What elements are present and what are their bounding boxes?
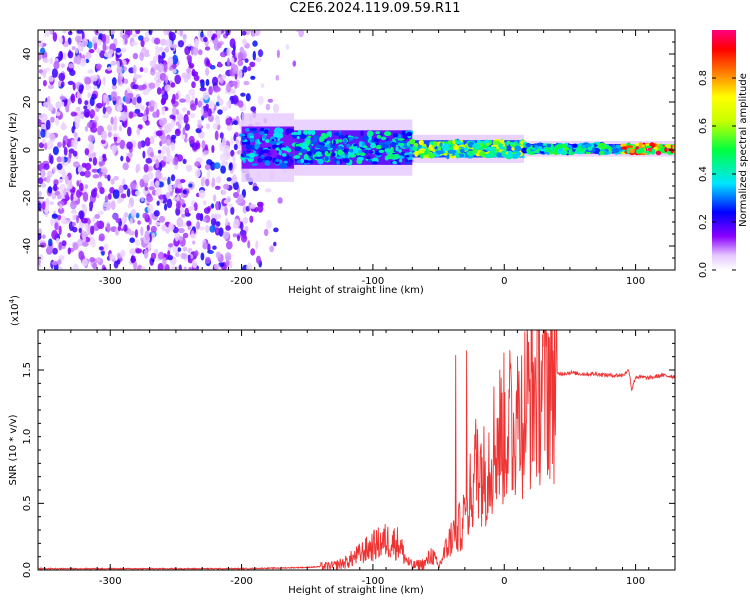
snr-frame (37, 329, 676, 571)
y-tick-label: 0 (22, 147, 33, 153)
colorbar-tick-label: 0.4 (698, 166, 709, 182)
x-tick-label: -300 (99, 276, 122, 287)
y-tick-label: 0.5 (22, 495, 33, 511)
spectrogram-y-axis: -40 -20 0 20 40 (22, 29, 675, 271)
colorbar-label: Normalized spectral amplitude (738, 73, 749, 227)
snr-panel: -300 -200 -100 0 100 0.0 0.5 1.0 1.5 Height of … (8, 295, 676, 596)
heatmap-region-1 (238, 113, 295, 182)
spectrogram-x-label: Height of straight line (km) (288, 285, 424, 296)
y-tick-label: 0.0 (22, 562, 33, 578)
colorbar-tick-label: 0.2 (698, 214, 709, 230)
colorbar: 0.0 0.2 0.4 0.6 0.8 Normalized spectral ampl… (698, 30, 749, 278)
x-tick-label: -200 (230, 276, 253, 287)
heatmap-region-3 (409, 134, 527, 163)
x-tick-label: 0 (501, 576, 507, 587)
x-tick-label: -200 (230, 576, 253, 587)
colorbar-ticks: 0.0 0.2 0.4 0.6 0.8 (698, 70, 736, 278)
snr-y-axis: 0.0 0.5 1.0 1.5 (22, 342, 675, 578)
x-tick-label: -100 (362, 576, 385, 587)
heatmap-region-5 (620, 141, 675, 157)
snr-y-multiplier: (x104) (8, 295, 21, 326)
x-tick-label: 100 (626, 276, 645, 287)
y-tick-label: 40 (22, 48, 33, 61)
snr-x-label: Height of straight line (km) (288, 585, 424, 596)
colorbar-tick-label: 0.0 (698, 262, 709, 278)
heatmap-region-2 (291, 119, 415, 176)
x-tick-label: -100 (362, 276, 385, 287)
y-tick-label: -40 (22, 238, 33, 254)
y-tick-label: 1.5 (22, 362, 33, 378)
page-title: C2E6.2024.119.09.59.R11 (289, 1, 461, 16)
x-tick-label: -300 (99, 576, 122, 587)
x-tick-label: 0 (501, 276, 507, 287)
colorbar-gradient (712, 30, 736, 270)
colorbar-tick-label: 0.6 (698, 118, 709, 134)
spectrogram-y-label: Frequency (Hz) (8, 112, 19, 188)
heatmap-region-4 (521, 141, 626, 157)
x-tick-label: 100 (626, 576, 645, 587)
snr-x-axis: -300 -200 -100 0 100 (44, 330, 676, 587)
snr-series-line (38, 330, 675, 570)
snr-y-label: SNR (10 * v/v) (8, 414, 19, 485)
spectrogram-heatmap (38, 30, 675, 270)
y-tick-label: 1.0 (22, 429, 33, 445)
spectrogram-x-axis: -300 -200 -100 0 100 (44, 30, 676, 287)
y-tick-label: -20 (22, 190, 33, 206)
y-tick-label: 20 (22, 96, 33, 109)
colorbar-tick-label: 0.8 (698, 70, 709, 86)
